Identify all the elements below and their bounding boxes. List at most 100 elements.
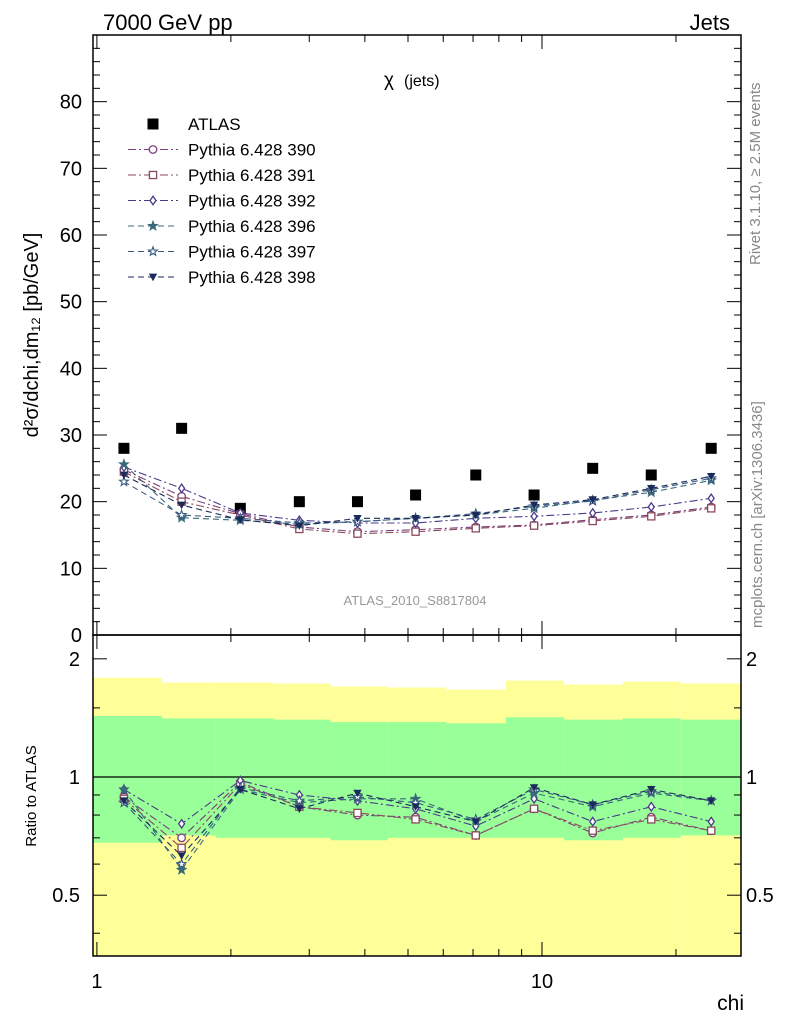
y-tick-label: 50 xyxy=(60,292,82,314)
data-point-pythia-6-428-391 xyxy=(706,504,716,513)
ratio-data-marks xyxy=(93,677,741,956)
uncertainty-band-inner xyxy=(215,718,275,838)
data-point-atlas xyxy=(293,496,305,508)
data-point-atlas xyxy=(645,469,657,481)
ratio-point-pythia-6-428-398 xyxy=(177,852,186,860)
legend-label-pythia-6-428-390: Pythia 6.428 390 xyxy=(188,141,316,160)
data-point-pythia-6-428-392 xyxy=(647,501,655,513)
ratio-point-pythia-6-428-392 xyxy=(530,793,538,805)
ratio-tick-label-right: 1 xyxy=(746,767,757,789)
top-axes: 0 10 20 30 40 50 60 70 80 xyxy=(60,34,741,647)
legend-label-pythia-6-428-392: Pythia 6.428 392 xyxy=(188,192,316,211)
legend-marker-pythia-6-428-391 xyxy=(148,170,158,180)
legend: ATLAS Pythia 6.428 390 Pythia 6.428 391 Pyt… xyxy=(128,115,316,287)
y-tick-label: 10 xyxy=(60,558,82,580)
y-tick-label: 0 xyxy=(71,625,82,647)
data-point-pythia-6-428-398 xyxy=(236,516,245,524)
x-axis-label: chi xyxy=(717,992,744,1015)
data-point-pythia-6-428-398 xyxy=(295,522,304,530)
data-point-pythia-6-428-397 xyxy=(175,508,188,521)
analysis-watermark: ATLAS_2010_S8817804 xyxy=(344,593,487,608)
ratio-point-pythia-6-428-398 xyxy=(119,797,129,805)
y-tick-label: 30 xyxy=(60,425,82,447)
data-point-atlas xyxy=(705,442,717,454)
legend-label-pythia-6-428-398: Pythia 6.428 398 xyxy=(188,268,316,287)
legend-label-pythia-6-428-397: Pythia 6.428 397 xyxy=(188,243,316,262)
ratio-point-pythia-6-428-398 xyxy=(295,805,304,813)
ratio-point-pythia-6-428-397 xyxy=(175,857,188,870)
legend-marker-pythia-6-428-397 xyxy=(147,245,159,257)
ratio-point-pythia-6-428-391 xyxy=(177,843,186,853)
ratio-tick-label-right: 0.5 xyxy=(746,885,774,907)
legend-label-atlas: ATLAS xyxy=(188,115,241,134)
data-point-pythia-6-428-391 xyxy=(411,527,420,536)
ratio-point-pythia-6-428-392 xyxy=(647,801,655,813)
ratio-tick-label-right: 2 xyxy=(746,649,757,671)
data-point-atlas xyxy=(587,462,599,474)
ratio-point-pythia-6-428-398 xyxy=(411,803,420,811)
ratio-point-pythia-6-428-391 xyxy=(706,826,716,835)
legend-marker-pythia-6-428-390 xyxy=(148,145,158,154)
ratio-tick-label-left: 2 xyxy=(69,649,80,671)
bottom-axes: 1 10 0.5 0.5 1 1 2 2 xyxy=(52,635,774,993)
ratio-point-pythia-6-428-392 xyxy=(707,816,715,827)
data-point-atlas xyxy=(470,469,482,481)
data-point-pythia-6-428-392 xyxy=(530,510,538,522)
data-point-pythia-6-428-398 xyxy=(177,501,186,510)
data-point-pythia-6-428-392 xyxy=(707,492,715,504)
ratio-point-pythia-6-428-398 xyxy=(588,801,597,809)
ratio-point-pythia-6-428-390 xyxy=(177,833,187,843)
y-tick-label: 70 xyxy=(60,158,82,180)
data-point-atlas xyxy=(528,489,540,501)
uncertainty-band-inner xyxy=(330,722,388,841)
series-line-pythia-6-428-391 xyxy=(123,471,712,535)
legend-marker-pythia-6-428-396 xyxy=(147,219,159,232)
data-point-pythia-6-428-398 xyxy=(471,511,480,520)
legend-marker-pythia-6-428-398 xyxy=(148,273,158,282)
data-point-pythia-6-428-398 xyxy=(119,471,129,480)
series-line-pythia-6-428-392 xyxy=(123,466,712,524)
ratio-point-pythia-6-428-398 xyxy=(471,818,480,826)
header-energy-label: 7000 GeV pp xyxy=(103,10,233,35)
x-tick-label: 1 xyxy=(91,971,102,993)
ratio-point-pythia-6-428-397 xyxy=(293,794,306,806)
data-point-pythia-6-428-398 xyxy=(411,514,420,523)
bottom-panel-frame xyxy=(92,634,742,957)
mcplots-label: mcplots.cern.ch [arXiv:1306.3436] xyxy=(749,401,766,628)
y-tick-label: 80 xyxy=(60,92,82,114)
data-point-pythia-6-428-391 xyxy=(647,512,656,521)
ratio-tick-label-left: 1 xyxy=(69,767,80,789)
ratio-point-pythia-6-428-398 xyxy=(707,797,716,805)
y-tick-label: 40 xyxy=(60,358,82,380)
data-point-atlas xyxy=(410,489,422,501)
data-point-pythia-6-428-391 xyxy=(529,521,539,530)
ratio-point-pythia-6-428-398 xyxy=(529,784,539,792)
header-jets-label: Jets xyxy=(690,10,730,35)
ratio-tick-label-left: 0.5 xyxy=(52,885,80,907)
ratio-point-pythia-6-428-391 xyxy=(529,804,539,813)
legend-marker-atlas xyxy=(147,118,159,130)
data-point-atlas xyxy=(176,422,188,434)
data-point-pythia-6-428-398 xyxy=(588,496,597,504)
bottom-panel: 1 10 0.5 0.5 1 1 2 2 Ratio to ATLAS chi xyxy=(23,634,774,1015)
plot-title-suffix: (jets) xyxy=(404,73,440,90)
ratio-point-pythia-6-428-398 xyxy=(236,786,245,794)
uncertainty-band-inner xyxy=(93,716,162,843)
ratio-point-pythia-6-428-396 xyxy=(117,783,130,795)
data-point-pythia-6-428-391 xyxy=(471,524,480,533)
series-line-pythia-6-428-390 xyxy=(123,469,712,533)
legend-marker-pythia-6-428-392 xyxy=(149,195,157,206)
ratio-point-pythia-6-428-392 xyxy=(177,818,186,830)
ratio-line-pythia-6-428-392 xyxy=(123,779,712,827)
ratio-point-pythia-6-428-398 xyxy=(353,789,362,798)
data-point-pythia-6-428-398 xyxy=(529,501,539,510)
data-point-pythia-6-428-398 xyxy=(647,484,656,493)
data-point-pythia-6-428-391 xyxy=(588,516,597,526)
data-point-pythia-6-428-398 xyxy=(353,514,362,523)
data-point-atlas xyxy=(351,496,363,508)
ratio-point-pythia-6-428-391 xyxy=(353,808,362,818)
data-point-pythia-6-428-392 xyxy=(588,507,597,519)
data-point-pythia-6-428-398 xyxy=(707,472,716,481)
